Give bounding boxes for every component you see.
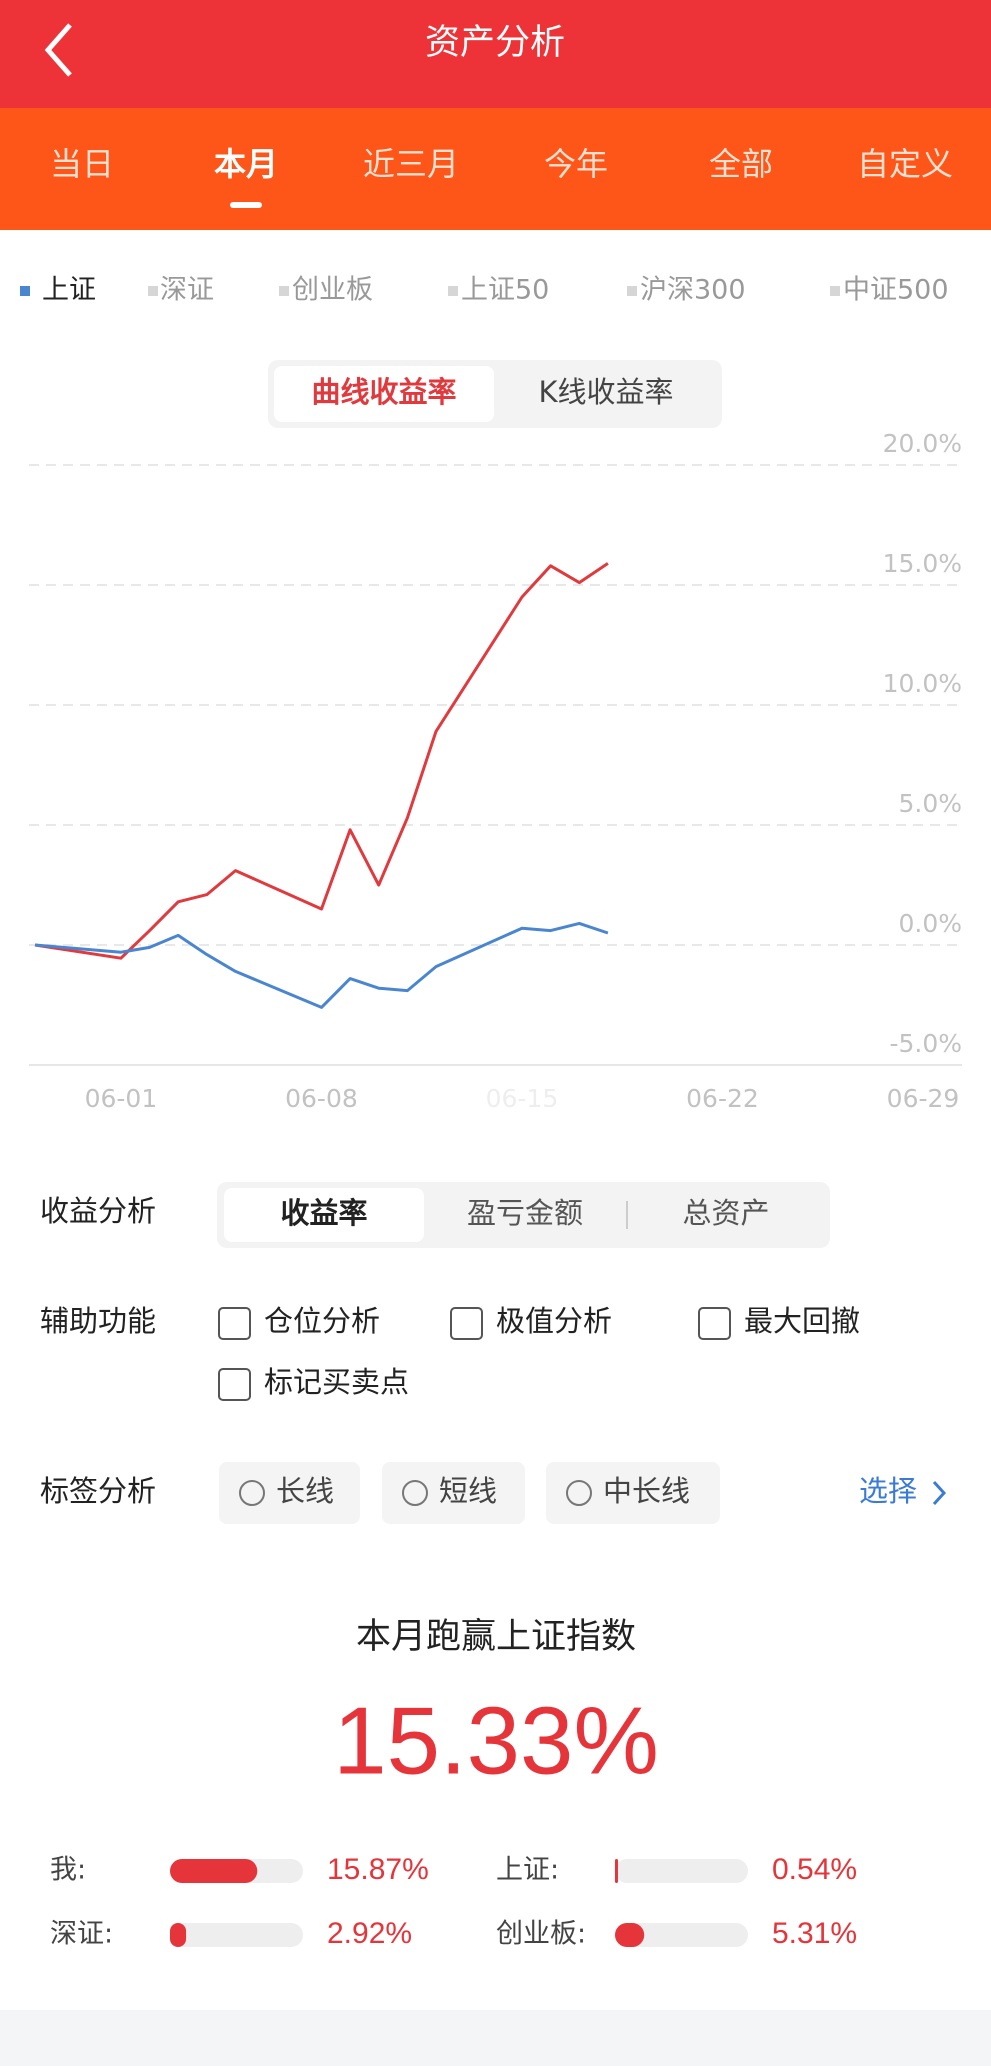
y-tick-label: 20.0%	[883, 429, 962, 458]
x-tick-label: 06-22	[686, 1084, 759, 1113]
mode-tab-active	[274, 366, 494, 422]
compare-bar	[615, 1923, 645, 1947]
row-label: 标签分析	[40, 1474, 156, 1508]
period-tab[interactable]: 本月	[214, 145, 278, 183]
compare-bar	[615, 1859, 618, 1883]
compare-label: 上证:	[496, 1855, 559, 1886]
y-tick-label: 0.0%	[898, 909, 962, 938]
tab-indicator	[230, 202, 262, 208]
index-marker	[148, 286, 158, 296]
index-marker	[830, 286, 840, 296]
compare-bar	[170, 1923, 187, 1947]
summary-value: 15.33%	[333, 1687, 659, 1794]
index-marker	[279, 286, 289, 296]
compare-value: 5.31%	[772, 1917, 857, 1950]
compare-track	[170, 1923, 303, 1947]
compare-bar	[170, 1859, 258, 1883]
y-tick-label: 10.0%	[883, 669, 962, 698]
summary-title: 本月跑赢上证指数	[356, 1617, 636, 1657]
footer-strip	[0, 2010, 991, 2066]
period-tab[interactable]: 自定义	[857, 145, 953, 183]
index-marker	[448, 286, 458, 296]
profit-option[interactable]: 收益率	[280, 1196, 367, 1230]
checkbox[interactable]	[218, 1307, 251, 1340]
tag-label: 短线	[439, 1474, 497, 1508]
period-tab[interactable]: 全部	[709, 145, 773, 183]
compare-value: 2.92%	[327, 1917, 412, 1950]
legend-marker	[20, 286, 30, 296]
compare-label: 创业板:	[496, 1919, 586, 1950]
series-line	[34, 562, 609, 960]
tag-pill[interactable]	[382, 1462, 525, 1524]
back-button[interactable]	[44, 23, 72, 77]
period-tab[interactable]: 当日	[50, 145, 114, 183]
checkbox[interactable]	[218, 1368, 251, 1401]
index-tab[interactable]: 上证50	[461, 275, 549, 306]
tag-pill[interactable]	[546, 1462, 720, 1524]
y-tick-label: 15.0%	[883, 549, 962, 578]
index-tab[interactable]: 深证	[160, 275, 214, 306]
series-line	[34, 921, 609, 1009]
chevron	[932, 1480, 947, 1506]
compare-track	[615, 1859, 748, 1883]
x-tick-label: 06-01	[85, 1084, 158, 1113]
checkbox-label[interactable]: 最大回撤	[744, 1304, 860, 1338]
compare-track	[615, 1923, 748, 1947]
row-label: 收益分析	[40, 1194, 156, 1228]
select-link[interactable]: 选择	[859, 1474, 917, 1508]
header-bar	[0, 0, 991, 108]
checkbox-label[interactable]: 极值分析	[496, 1304, 612, 1338]
index-tab[interactable]: 沪深300	[640, 275, 746, 306]
page-title: 资产分析	[425, 23, 565, 63]
legend-label[interactable]: 上证	[42, 275, 96, 306]
profit-option[interactable]: 总资产	[682, 1196, 769, 1230]
option-active	[224, 1188, 424, 1242]
checkbox[interactable]	[698, 1307, 731, 1340]
tag-label: 长线	[276, 1474, 334, 1508]
compare-label: 我:	[50, 1855, 86, 1886]
radio	[239, 1480, 265, 1506]
mode-tab[interactable]: 曲线收益率	[311, 375, 456, 409]
y-tick-label: 5.0%	[898, 789, 962, 818]
radio	[402, 1480, 428, 1506]
tag-pill[interactable]	[219, 1462, 360, 1524]
index-tab[interactable]: 创业板	[292, 275, 373, 306]
x-tick-label: 06-15	[486, 1084, 559, 1113]
row-label: 辅助功能	[40, 1304, 156, 1338]
period-tab[interactable]: 今年	[544, 145, 608, 183]
profit-option[interactable]: 盈亏金额	[467, 1196, 583, 1230]
x-tick-label: 06-29	[887, 1084, 960, 1113]
checkbox-label[interactable]: 标记买卖点	[264, 1365, 409, 1399]
x-tick-label: 06-08	[285, 1084, 358, 1113]
compare-value: 0.54%	[772, 1853, 857, 1886]
checkbox[interactable]	[450, 1307, 483, 1340]
radio	[566, 1480, 592, 1506]
compare-value: 15.87%	[327, 1853, 429, 1886]
period-tab[interactable]: 近三月	[363, 145, 459, 183]
compare-label: 深证:	[50, 1919, 113, 1950]
index-marker	[627, 286, 637, 296]
mode-tab[interactable]: K线收益率	[538, 375, 673, 409]
checkbox-label[interactable]: 仓位分析	[264, 1304, 380, 1338]
y-tick-label: -5.0%	[889, 1029, 962, 1058]
tag-label: 中长线	[603, 1474, 690, 1508]
index-tab[interactable]: 中证500	[843, 275, 949, 306]
period-tab-bar	[0, 108, 991, 230]
